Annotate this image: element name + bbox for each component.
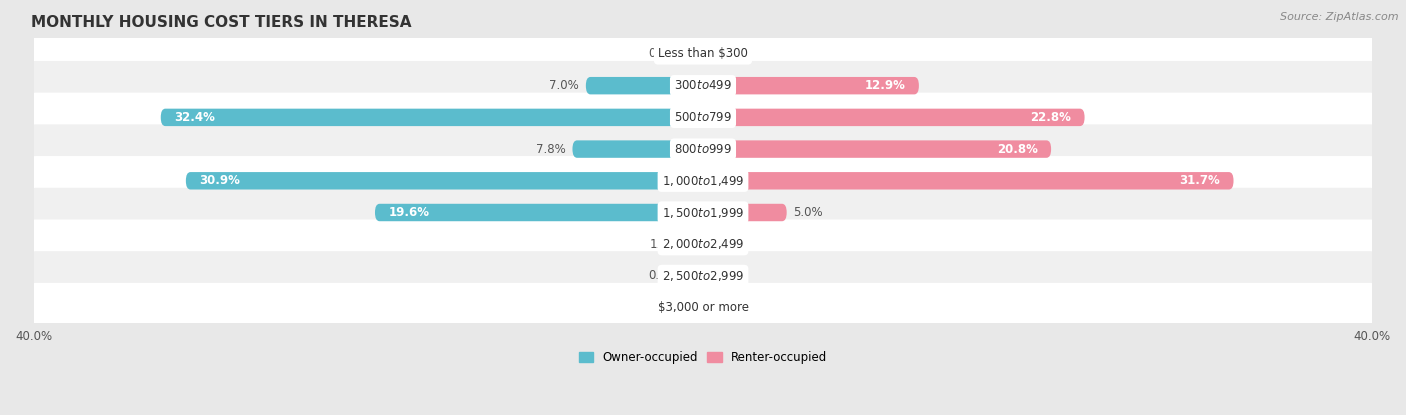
Text: $1,500 to $1,999: $1,500 to $1,999 [662,205,744,220]
Text: 19.6%: 19.6% [388,206,429,219]
FancyBboxPatch shape [586,77,703,94]
FancyBboxPatch shape [28,61,1378,110]
FancyBboxPatch shape [693,267,703,285]
FancyBboxPatch shape [375,204,703,221]
FancyBboxPatch shape [28,251,1378,300]
FancyBboxPatch shape [703,109,1084,126]
FancyBboxPatch shape [703,77,920,94]
Text: 0.0%: 0.0% [710,269,740,283]
Text: 0.62%: 0.62% [648,47,686,61]
Text: 5.0%: 5.0% [793,206,823,219]
FancyBboxPatch shape [703,204,787,221]
Text: 1.0%: 1.0% [650,238,679,251]
FancyBboxPatch shape [160,109,703,126]
FancyBboxPatch shape [693,45,703,63]
FancyBboxPatch shape [28,283,1378,332]
Text: $300 to $499: $300 to $499 [673,79,733,92]
Text: 20.8%: 20.8% [997,143,1038,156]
Text: 31.7%: 31.7% [1180,174,1220,187]
FancyBboxPatch shape [186,172,703,190]
FancyBboxPatch shape [703,172,1233,190]
FancyBboxPatch shape [28,93,1378,142]
Text: 32.4%: 32.4% [174,111,215,124]
Text: 30.9%: 30.9% [200,174,240,187]
FancyBboxPatch shape [28,124,1378,174]
Text: MONTHLY HOUSING COST TIERS IN THERESA: MONTHLY HOUSING COST TIERS IN THERESA [31,15,412,30]
Text: 22.8%: 22.8% [1031,111,1071,124]
Text: 0.0%: 0.0% [710,301,740,314]
FancyBboxPatch shape [28,188,1378,237]
Text: Less than $300: Less than $300 [658,47,748,61]
Text: 7.8%: 7.8% [536,143,565,156]
Text: 7.0%: 7.0% [550,79,579,92]
Text: 0.0%: 0.0% [666,301,696,314]
FancyBboxPatch shape [686,235,703,253]
FancyBboxPatch shape [28,29,1378,79]
Legend: Owner-occupied, Renter-occupied: Owner-occupied, Renter-occupied [574,347,832,369]
FancyBboxPatch shape [572,140,703,158]
FancyBboxPatch shape [28,156,1378,205]
Text: 12.9%: 12.9% [865,79,905,92]
Text: $3,000 or more: $3,000 or more [658,301,748,314]
Text: $2,500 to $2,999: $2,500 to $2,999 [662,269,744,283]
FancyBboxPatch shape [28,220,1378,269]
Text: 0.0%: 0.0% [710,238,740,251]
Text: $800 to $999: $800 to $999 [673,143,733,156]
Text: $2,000 to $2,499: $2,000 to $2,499 [662,237,744,251]
Text: 0.0%: 0.0% [710,47,740,61]
Text: 0.62%: 0.62% [648,269,686,283]
Text: Source: ZipAtlas.com: Source: ZipAtlas.com [1281,12,1399,22]
Text: $500 to $799: $500 to $799 [673,111,733,124]
Text: $1,000 to $1,499: $1,000 to $1,499 [662,174,744,188]
FancyBboxPatch shape [703,140,1052,158]
